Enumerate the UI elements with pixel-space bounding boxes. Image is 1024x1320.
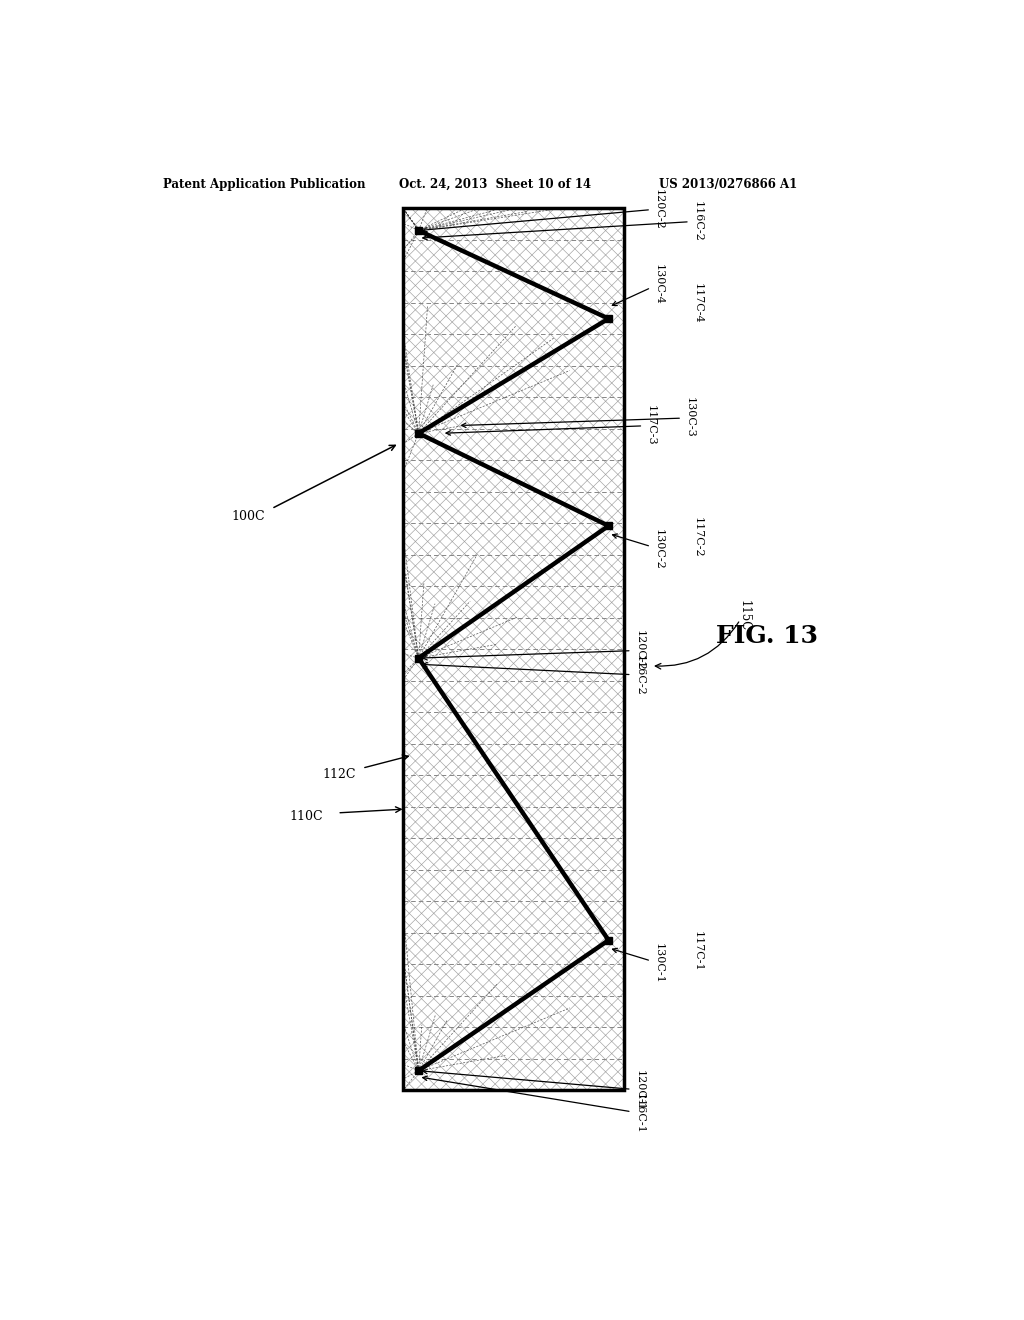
Text: 116C-2: 116C-2 — [423, 201, 702, 242]
Bar — [605, 937, 612, 944]
Text: 117C-1: 117C-1 — [692, 932, 702, 972]
Bar — [415, 430, 422, 437]
Bar — [415, 1068, 422, 1074]
Bar — [415, 227, 422, 234]
Text: 130C-2: 130C-2 — [612, 528, 664, 569]
Bar — [403, 209, 624, 1090]
Text: 100C: 100C — [231, 510, 265, 523]
Text: 117C-2: 117C-2 — [692, 517, 702, 558]
Bar — [403, 209, 624, 1090]
Bar — [605, 523, 612, 529]
Text: 120C-1: 120C-1 — [423, 1069, 644, 1110]
Bar — [605, 315, 612, 322]
Text: 130C-4: 130C-4 — [612, 264, 664, 305]
Text: FIG. 13: FIG. 13 — [717, 624, 818, 648]
Text: 120C-2: 120C-2 — [423, 189, 664, 232]
Text: Patent Application Publication: Patent Application Publication — [163, 178, 366, 190]
Text: 116C-2: 116C-2 — [423, 655, 644, 696]
Text: Oct. 24, 2013  Sheet 10 of 14: Oct. 24, 2013 Sheet 10 of 14 — [399, 178, 592, 190]
Text: 120C-2: 120C-2 — [423, 630, 644, 671]
Text: 112C: 112C — [323, 768, 355, 781]
Text: 117C-4: 117C-4 — [692, 282, 702, 323]
Text: 116C-1: 116C-1 — [423, 1076, 644, 1134]
Text: 130C-3: 130C-3 — [462, 397, 695, 438]
Text: 110C: 110C — [290, 810, 323, 824]
Text: 130C-1: 130C-1 — [612, 942, 664, 983]
Bar — [415, 655, 422, 661]
Bar — [403, 209, 624, 1090]
Text: 115C: 115C — [737, 601, 751, 631]
Text: 117C-3: 117C-3 — [446, 405, 656, 446]
Text: US 2013/0276866 A1: US 2013/0276866 A1 — [658, 178, 797, 190]
